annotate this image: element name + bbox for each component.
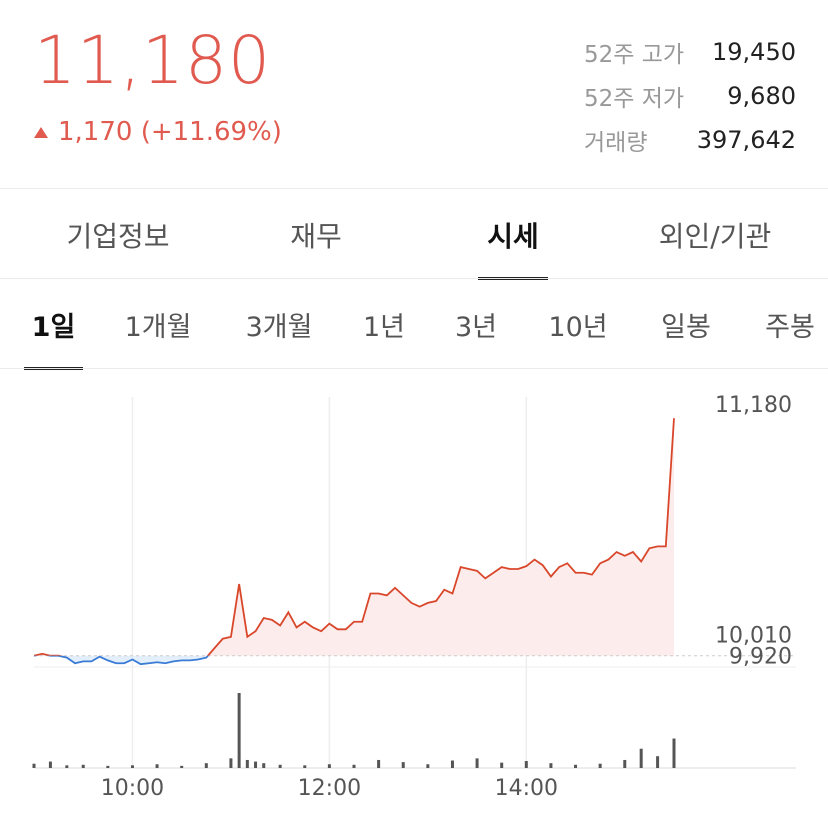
volume-bar [245, 759, 249, 768]
stat-52w-high: 52주 고가 19,450 [584, 30, 796, 74]
volume-bar [262, 763, 266, 768]
period-daily-candle[interactable]: 일봉 [648, 279, 724, 369]
tab-label: 외인/기관 [658, 219, 772, 253]
volume-bar [229, 758, 233, 768]
period-3y[interactable]: 3년 [444, 279, 508, 369]
volume-bar [48, 761, 52, 768]
volume-bar [81, 764, 85, 768]
volume-bar [475, 758, 479, 768]
stat-label: 52주 저가 [584, 86, 685, 112]
stat-value: 397,642 [696, 126, 796, 154]
volume-bar [106, 765, 110, 768]
volume-bar [450, 760, 454, 768]
price-area-below-prev-close [34, 655, 674, 665]
volume-bar [204, 763, 208, 768]
divider [0, 368, 828, 369]
chart-grid [34, 397, 796, 769]
period-10y[interactable]: 10년 [538, 279, 618, 369]
volume-bar [352, 764, 356, 768]
price-axis-label: 9,920 [729, 645, 792, 670]
volume-bar [180, 765, 184, 768]
period-selector: 1일 1개월 3개월 1년 3년 10년 일봉 주봉 [0, 279, 828, 370]
divider [0, 188, 828, 189]
time-axis-label: 10:00 [101, 776, 164, 801]
tab-foreign-institution[interactable]: 외인/기관 [630, 190, 800, 279]
volume-bar [672, 738, 676, 768]
divider [0, 278, 828, 279]
price-change: 1,170 (+11.69%) [34, 117, 282, 147]
up-triangle-icon [34, 126, 48, 138]
time-axis-label: 12:00 [298, 776, 361, 801]
volume-bar [639, 748, 643, 768]
period-1d[interactable]: 1일 [24, 279, 83, 370]
period-label: 10년 [548, 311, 608, 343]
volume-bar [598, 763, 602, 768]
stat-label: 52주 고가 [584, 42, 685, 68]
period-label: 1일 [31, 311, 76, 343]
period-1y[interactable]: 1년 [352, 279, 416, 369]
time-axis-label: 14:00 [495, 776, 558, 801]
volume-bar [656, 756, 660, 768]
period-weekly-candle[interactable]: 주봉 [752, 279, 828, 369]
tab-label: 기업정보 [66, 219, 170, 253]
volume-bar [500, 762, 504, 768]
volume-bar [155, 764, 159, 768]
volume-bar [549, 763, 553, 768]
stat-volume: 거래량 397,642 [584, 118, 796, 162]
volume-bar [426, 764, 430, 768]
price-change-value: 1,170 (+11.69%) [58, 117, 282, 147]
stat-value: 19,450 [712, 38, 796, 66]
volume-bars [32, 693, 676, 768]
volume-bar [237, 693, 241, 768]
volume-bar [524, 761, 528, 768]
price-line-up [33, 418, 675, 656]
tab-quotes[interactable]: 시세 [478, 190, 548, 280]
volume-bar [65, 765, 69, 768]
volume-bar [623, 759, 627, 768]
period-label: 1개월 [124, 311, 192, 343]
stat-52w-low: 52주 저가 9,680 [584, 74, 796, 118]
tab-finance[interactable]: 재무 [246, 190, 386, 279]
period-label: 3개월 [245, 311, 313, 343]
volume-bar [327, 764, 331, 768]
period-label: 1년 [362, 311, 406, 343]
stat-value: 9,680 [727, 82, 796, 110]
volume-bar [32, 763, 36, 768]
period-label: 3년 [454, 311, 498, 343]
period-1m[interactable]: 1개월 [112, 279, 204, 369]
price-axis-label: 10,010 [715, 624, 792, 649]
tab-label: 시세 [487, 219, 539, 253]
current-price: 11,180 [34, 22, 271, 99]
volume-bar [303, 765, 307, 768]
volume-bar [574, 764, 578, 768]
tab-company-info[interactable]: 기업정보 [40, 190, 196, 279]
volume-bar [278, 764, 282, 768]
main-tabs: 기업정보 재무 시세 외인/기관 [0, 190, 828, 280]
price-area-above-prev-close [34, 418, 674, 656]
period-3m[interactable]: 3개월 [232, 279, 326, 369]
volume-bar [401, 762, 405, 768]
price-axis-label: 11,180 [715, 393, 792, 418]
tab-label: 재무 [290, 219, 342, 253]
volume-bar [254, 761, 258, 768]
volume-bar [130, 765, 134, 768]
price-line [33, 418, 675, 666]
stat-label: 거래량 [584, 130, 648, 156]
price-line-down [33, 655, 210, 666]
volume-bar [377, 759, 381, 768]
period-label: 주봉 [765, 311, 815, 343]
period-label: 일봉 [661, 311, 711, 343]
price-stats: 52주 고가 19,450 52주 저가 9,680 거래량 397,642 [584, 30, 796, 162]
